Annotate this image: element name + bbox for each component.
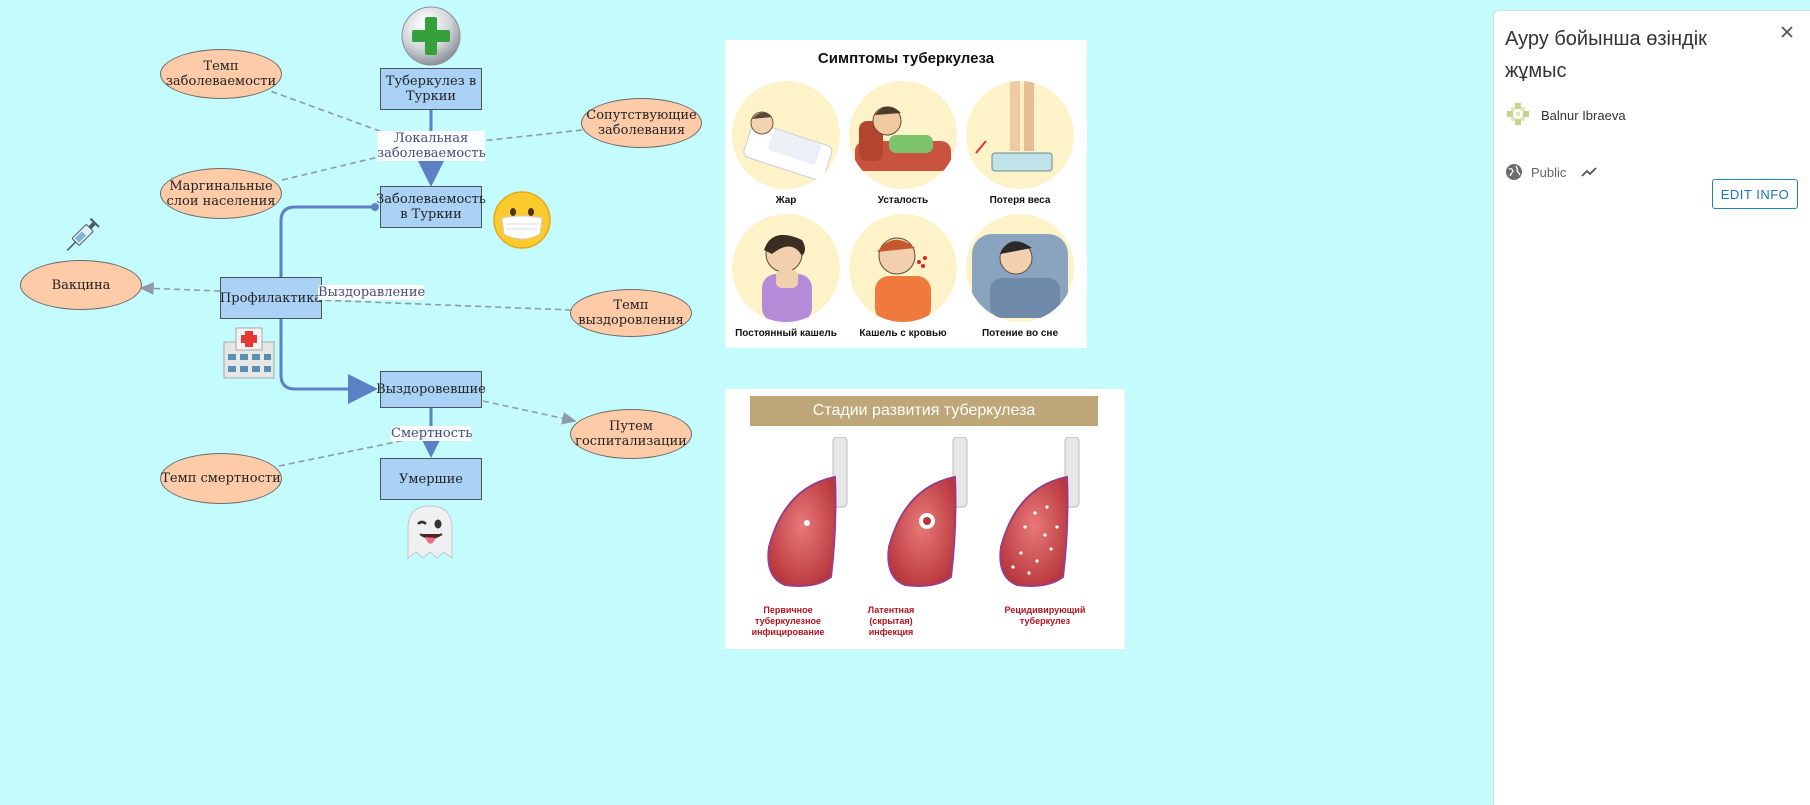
symptom-label: Потеря веса bbox=[989, 195, 1051, 206]
aux-hospitalization[interactable]: Путем госпитализации bbox=[570, 409, 692, 459]
aux-label: Маргинальные слои населения bbox=[166, 178, 276, 209]
ghost-icon bbox=[407, 505, 453, 559]
symptoms-image[interactable]: Симптомы туберкулеза Жар Усталость Потер… bbox=[725, 40, 1087, 348]
cough-icon bbox=[732, 214, 840, 322]
fever-icon bbox=[732, 81, 840, 189]
symptom-fatigue: Усталость bbox=[849, 81, 957, 206]
stock-tb-turkey[interactable]: Туберкулез в Туркии bbox=[380, 68, 482, 110]
aux-marginal[interactable]: Маргинальные слои населения bbox=[160, 168, 282, 219]
stock-label: Умершие bbox=[399, 471, 463, 487]
aux-incidence-rate[interactable]: Темп заболеваемости bbox=[160, 49, 282, 99]
symptom-weight-loss: Потеря веса bbox=[966, 81, 1074, 206]
stock-incidence[interactable]: Заболеваемость в Туркии bbox=[376, 186, 486, 228]
visibility-row: Public bbox=[1505, 163, 1598, 181]
stage-label-recurrent: Рецидивирующий туберкулез bbox=[1004, 605, 1086, 626]
aux-label: Путем госпитализации bbox=[575, 419, 687, 449]
stock-recovered[interactable]: Выздоровевшие bbox=[376, 371, 486, 408]
symptoms-title: Симптомы туберкулеза bbox=[817, 50, 995, 67]
visibility-label: Public bbox=[1531, 164, 1567, 180]
aux-comorbidities[interactable]: Сопутствующие заболевания bbox=[581, 98, 702, 148]
author-row[interactable]: Balnur Ibraeva bbox=[1505, 101, 1626, 129]
aux-label: Вакцина bbox=[51, 277, 111, 293]
fatigue-icon bbox=[849, 81, 957, 189]
mask-face-icon bbox=[493, 191, 551, 249]
blood-cough-icon bbox=[849, 214, 957, 322]
edit-info-button[interactable]: EDIT INFO bbox=[1712, 179, 1798, 209]
symptom-label: Постоянный кашель bbox=[735, 328, 837, 339]
symptom-cough: Постоянный кашель bbox=[732, 214, 840, 339]
aux-recovery-rate[interactable]: Темп выздоровления bbox=[570, 289, 692, 337]
aux-label: Темп заболеваемости bbox=[165, 59, 277, 89]
night-sweat-icon bbox=[966, 214, 1074, 322]
aux-label: Темп смертности bbox=[161, 471, 281, 486]
stock-prevention[interactable]: Профилактика bbox=[220, 277, 322, 319]
stages-image[interactable]: Стадии развития туберкулеза Первичное ту… bbox=[725, 389, 1125, 649]
symptom-fever: Жар bbox=[732, 81, 840, 206]
scale-icon bbox=[966, 81, 1074, 189]
aux-mortality-rate[interactable]: Темп смертности bbox=[160, 453, 282, 504]
stage-label-primary: Первичное туберкулезное инфицирование bbox=[751, 605, 825, 637]
panel-title: Ауру бойынша өзіндік жұмыс bbox=[1505, 28, 1707, 82]
symptom-night-sweat: Потение во сне bbox=[966, 214, 1074, 339]
stock-label: Выздоровевшие bbox=[376, 382, 486, 397]
stages-title: Стадии развития туберкулеза bbox=[812, 402, 1036, 419]
hospital-icon bbox=[223, 327, 275, 379]
flow-label-recovery[interactable]: Выздоравление bbox=[318, 285, 426, 300]
stock-dead[interactable]: Умершие bbox=[380, 458, 482, 500]
stock-label: Туберкулез в Туркии bbox=[385, 74, 477, 104]
aux-label: Темп выздоровления bbox=[578, 298, 684, 328]
lungs-stages-illustration bbox=[767, 437, 1080, 587]
model-canvas[interactable]: Туберкулез в Туркии Заболеваемость в Тур… bbox=[0, 0, 1493, 805]
stages-title-banner: Стадии развития туберкулеза bbox=[750, 396, 1098, 426]
symptom-label: Жар bbox=[775, 195, 797, 206]
symptom-label: Кашель с кровью bbox=[859, 328, 947, 339]
stage-label-latent: Латентная (скрытая) инфекция bbox=[867, 605, 915, 637]
syringe-icon bbox=[66, 217, 100, 251]
info-panel: Ауру бойынша өзіндік жұмыс Balnur Ibraev… bbox=[1493, 10, 1810, 805]
aux-vaccine[interactable]: Вакцина bbox=[20, 260, 142, 310]
flow-label-local-incidence[interactable]: Локальная заболеваемость bbox=[377, 131, 486, 161]
author-name[interactable]: Balnur Ibraeva bbox=[1541, 107, 1626, 123]
stock-label: Профилактика bbox=[219, 290, 323, 306]
close-icon[interactable] bbox=[1776, 21, 1798, 43]
trend-icon[interactable] bbox=[1580, 163, 1598, 181]
symptom-label: Потение во сне bbox=[981, 328, 1059, 339]
green-plus-icon bbox=[401, 6, 461, 66]
symptom-blood-cough: Кашель с кровью bbox=[849, 214, 957, 339]
aux-label: Сопутствующие заболевания bbox=[586, 108, 697, 138]
flow-label-mortality[interactable]: Смертность bbox=[391, 426, 473, 441]
globe-icon bbox=[1506, 164, 1522, 180]
symptom-label: Усталость bbox=[877, 195, 929, 206]
avatar-icon bbox=[1507, 103, 1529, 125]
stock-label: Заболеваемость в Туркии bbox=[376, 192, 486, 222]
